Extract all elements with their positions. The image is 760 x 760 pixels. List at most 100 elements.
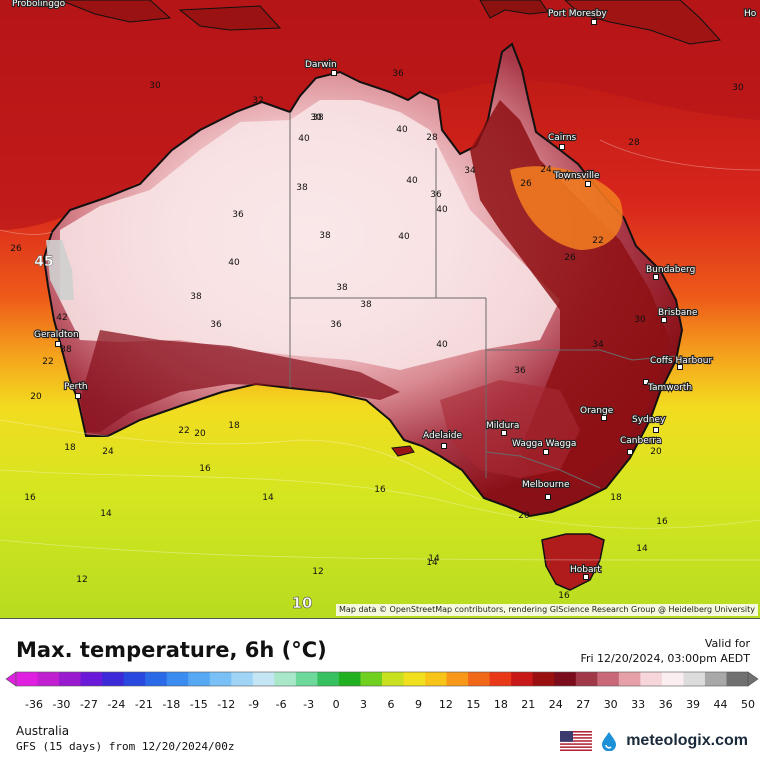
temp-label: 20 <box>30 392 42 402</box>
temp-label: 36 <box>514 366 526 376</box>
city-marker[interactable] <box>653 274 659 280</box>
temp-label: 40 <box>398 232 410 242</box>
temp-label: 18 <box>64 443 76 453</box>
place-label[interactable]: Brisbane <box>657 307 699 319</box>
city-marker[interactable] <box>559 144 565 150</box>
city-marker[interactable] <box>583 574 589 580</box>
meteologix-logo-icon <box>602 732 617 751</box>
place-label[interactable]: Probolinggo <box>11 0 67 10</box>
place-label[interactable]: Port Moresby <box>547 8 609 20</box>
place-label[interactable]: Cairns <box>547 132 578 144</box>
temp-label: 22 <box>178 426 189 436</box>
legend-swatch <box>489 672 512 686</box>
city-marker[interactable] <box>627 449 633 455</box>
south-coast-heat-zone <box>80 330 400 432</box>
city-marker[interactable] <box>441 443 447 449</box>
brand-name: meteologix.com <box>626 732 748 749</box>
java-landmass <box>59 0 172 23</box>
city-marker[interactable] <box>661 317 667 323</box>
city-marker[interactable] <box>643 379 649 385</box>
city-marker[interactable] <box>653 427 659 433</box>
legend-swatch <box>597 672 620 686</box>
legend-swatch <box>554 672 577 686</box>
legend-swatch <box>640 672 663 686</box>
hot-interior-zone <box>60 100 560 370</box>
temp-label: 16 <box>558 591 570 601</box>
city-marker[interactable] <box>585 181 591 187</box>
city-marker[interactable] <box>75 393 81 399</box>
temp-label: 26 <box>564 253 576 263</box>
temp-label: 24 <box>102 447 114 457</box>
legend-swatch <box>231 672 254 686</box>
legend-tick-label: 6 <box>388 698 395 710</box>
new-guinea-landmass <box>479 0 549 19</box>
city-marker[interactable] <box>601 415 607 421</box>
temp-label: 16 <box>374 485 386 495</box>
legend-swatch <box>295 672 318 686</box>
legend-tick-label: 30 <box>604 698 618 710</box>
legend-swatch <box>683 672 706 686</box>
legend-swatch <box>575 672 598 686</box>
map-title: Max. temperature, 6h (°C) <box>16 638 327 662</box>
place-label[interactable]: Darwin <box>304 59 338 71</box>
temp-label: 30 <box>149 81 161 91</box>
place-label[interactable]: Adelaide <box>422 430 464 442</box>
legend-swatch <box>102 672 125 686</box>
place-label[interactable]: Orange <box>579 405 615 417</box>
city-marker[interactable] <box>55 341 61 347</box>
legend-swatch <box>317 672 340 686</box>
temp-label: 14 <box>636 544 648 554</box>
legend-tick-label: -3 <box>303 698 314 710</box>
place-label[interactable]: Perth <box>63 381 89 393</box>
legend-swatch <box>188 672 211 686</box>
city-marker[interactable] <box>543 449 549 455</box>
place-label[interactable]: Melbourne <box>521 479 571 491</box>
temp-label: 20 <box>194 429 206 439</box>
temp-label: 36 <box>210 320 222 330</box>
temp-label: 26 <box>520 179 532 189</box>
legend-tick-label: -27 <box>80 698 98 710</box>
legend-tick-label: 0 <box>333 698 340 710</box>
region-label: Australia <box>16 724 70 738</box>
temp-label: 22 <box>592 236 603 246</box>
border-qld-nsw <box>486 349 677 361</box>
legend-swatch <box>16 672 39 686</box>
legend-swatch <box>360 672 383 686</box>
city-marker[interactable] <box>677 364 683 370</box>
place-label[interactable]: Ho <box>743 8 758 20</box>
temp-label: 22 <box>42 357 53 367</box>
place-label[interactable]: Bundaberg <box>645 264 697 276</box>
legend-swatch <box>704 672 727 686</box>
legend-tick-label: 15 <box>466 698 480 710</box>
temperature-map[interactable]: 30 32 36 38 40 38 40 40 36 40 38 40 38 38 38 40 36 36 40 34… <box>0 0 760 619</box>
place-label[interactable]: Townsville <box>552 170 601 182</box>
us-flag-icon[interactable] <box>560 731 593 751</box>
brand-block[interactable]: meteologix.com <box>560 731 748 751</box>
temp-label: 16 <box>24 493 36 503</box>
temp-label: 38 <box>360 300 372 310</box>
temp-label: 24 <box>540 165 552 175</box>
city-marker[interactable] <box>545 494 551 500</box>
place-label[interactable]: Wagga Wagga <box>511 438 578 450</box>
place-label[interactable]: Mildura <box>485 420 521 432</box>
legend-tick-label: 39 <box>686 698 700 710</box>
temp-label: 14 <box>100 509 112 519</box>
place-label[interactable]: Coffs Harbour <box>649 355 714 367</box>
nusa-tenggara-landmass <box>178 5 282 31</box>
place-label[interactable]: Hobart <box>569 564 602 576</box>
place-label[interactable]: Tamworth <box>646 382 693 394</box>
temp-label: 14 <box>426 558 438 568</box>
legend-swatch <box>37 672 60 686</box>
city-marker[interactable] <box>591 19 597 25</box>
city-marker[interactable] <box>501 430 507 436</box>
legend-right-arrow <box>747 671 759 687</box>
place-label[interactable]: Geraldton <box>33 329 80 341</box>
legend-swatch <box>252 672 275 686</box>
place-label[interactable]: Sydney <box>631 414 667 426</box>
kangaroo-island <box>391 445 415 457</box>
legend-swatch <box>382 672 405 686</box>
place-label[interactable]: Canberra <box>619 435 663 447</box>
temp-label: 36 <box>232 210 244 220</box>
city-marker[interactable] <box>331 70 337 76</box>
temp-label: 36 <box>392 69 404 79</box>
